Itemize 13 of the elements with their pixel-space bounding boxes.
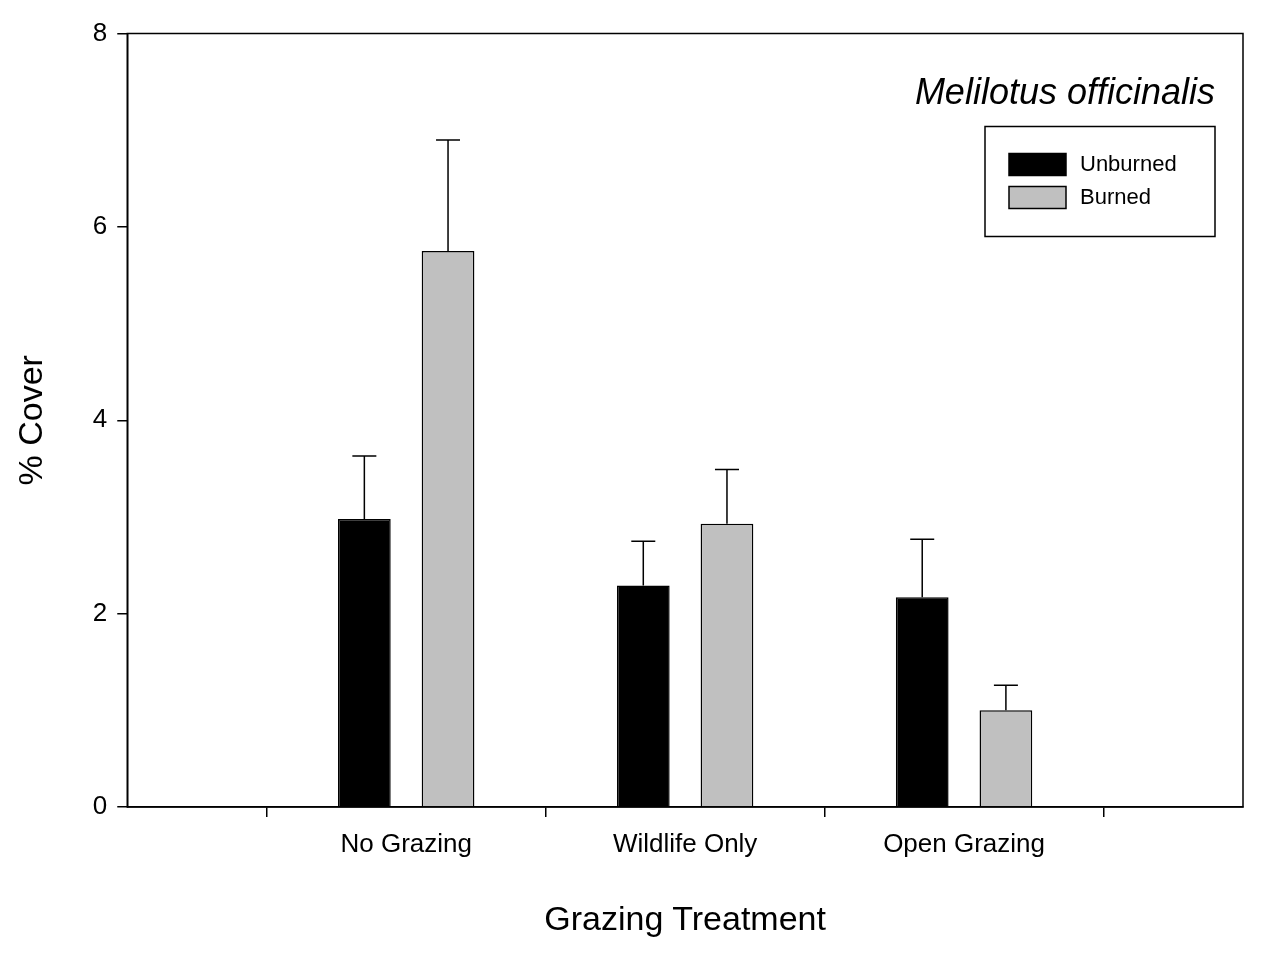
y-tick-label: 4	[92, 403, 108, 434]
x-tick-label: No Grazing	[340, 827, 472, 858]
y-tick-label: 0	[92, 790, 108, 821]
legend-label: Burned	[1080, 183, 1151, 209]
legend-label: Unburned	[1080, 150, 1177, 176]
y-tick-label: 8	[92, 16, 108, 47]
text: Melilotus officinalis	[914, 70, 1215, 112]
x-tick-label: Open Grazing	[883, 827, 1045, 858]
y-tick-label: 6	[92, 210, 108, 241]
x-tick-label: Wildlife Only	[612, 827, 758, 858]
x-axis-title: Grazing Treatment	[544, 898, 827, 937]
y-axis-title: % Cover	[10, 355, 49, 486]
y-tick-label: 2	[92, 596, 108, 627]
